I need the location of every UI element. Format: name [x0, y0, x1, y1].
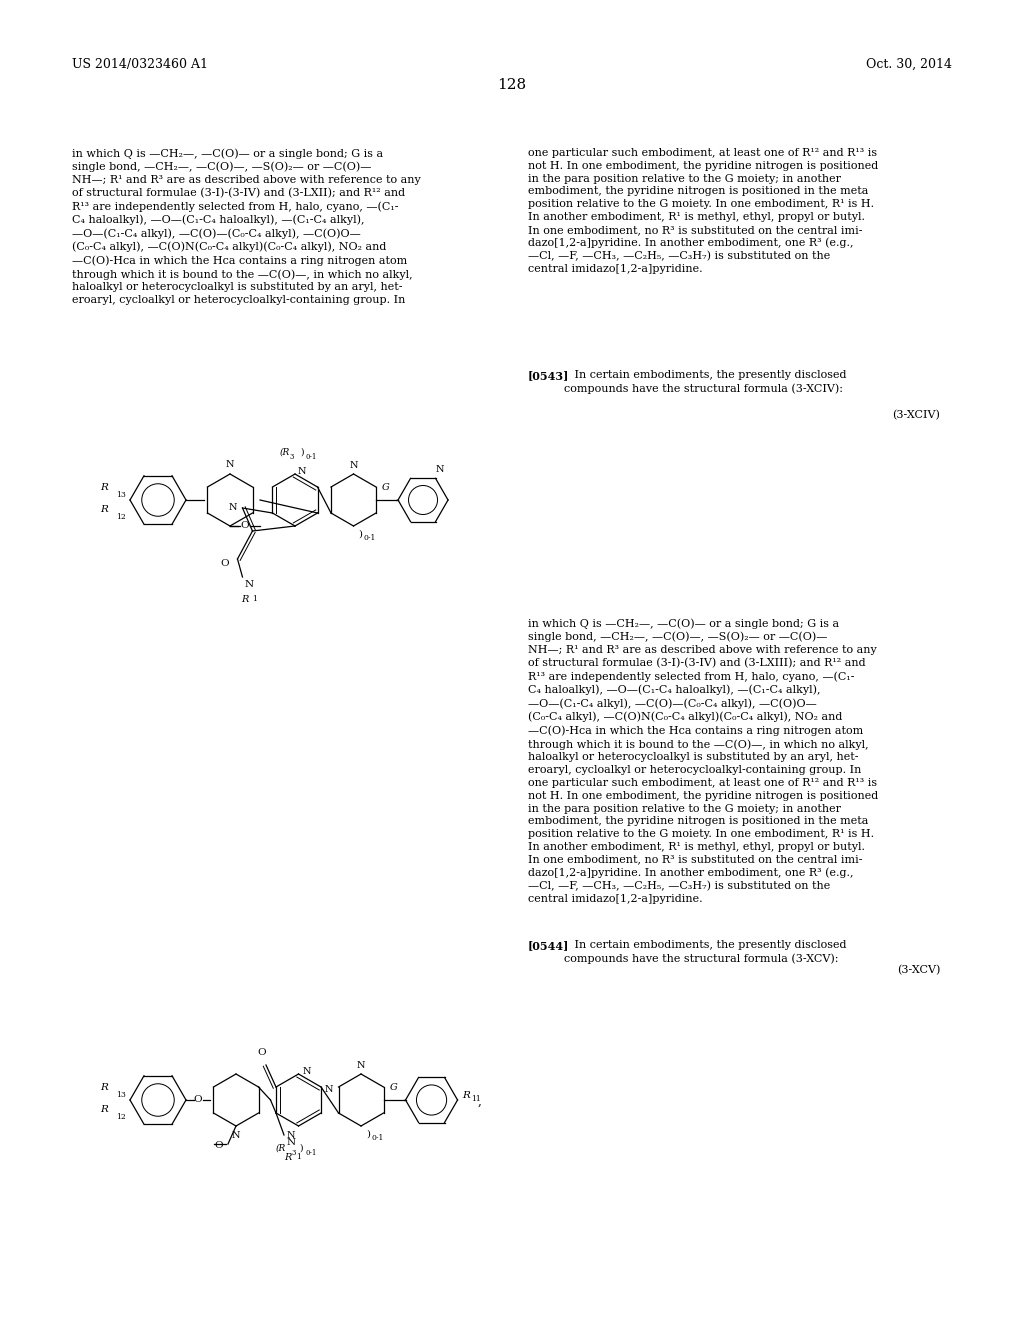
Text: G: G	[390, 1082, 397, 1092]
Text: [0543]: [0543]	[528, 370, 569, 381]
Text: N: N	[231, 1131, 241, 1140]
Text: one particular such embodiment, at least one of R¹² and R¹³ is
not H. In one emb: one particular such embodiment, at least…	[528, 148, 879, 275]
Text: R: R	[241, 595, 248, 605]
Text: N: N	[349, 461, 357, 470]
Text: In certain embodiments, the presently disclosed
compounds have the structural fo: In certain embodiments, the presently di…	[564, 940, 847, 964]
Text: 0-1: 0-1	[306, 453, 317, 461]
Text: ,: ,	[477, 1094, 481, 1107]
Text: 12: 12	[116, 1113, 126, 1121]
Text: N: N	[435, 466, 444, 474]
Text: in which Q is —CH₂—, —C(O)— or a single bond; G is a
single bond, —CH₂—, —C(O)—,: in which Q is —CH₂—, —C(O)— or a single …	[528, 618, 879, 904]
Text: O: O	[258, 1048, 266, 1057]
Text: R: R	[100, 506, 108, 515]
Text: O: O	[241, 521, 249, 531]
Text: (R: (R	[280, 447, 290, 457]
Text: O: O	[221, 560, 229, 569]
Text: 13: 13	[116, 1092, 126, 1100]
Text: ): )	[358, 529, 362, 539]
Text: N: N	[287, 1138, 296, 1147]
Text: O: O	[214, 1142, 223, 1151]
Text: N: N	[356, 1061, 366, 1071]
Text: N: N	[245, 579, 254, 589]
Text: 13: 13	[116, 491, 126, 499]
Text: 12: 12	[116, 513, 126, 521]
Text: O: O	[194, 1096, 203, 1105]
Text: 1: 1	[253, 595, 257, 603]
Text: N: N	[298, 467, 306, 477]
Text: N: N	[225, 459, 234, 469]
Text: G: G	[382, 483, 390, 492]
Text: 0-1: 0-1	[371, 1134, 383, 1142]
Text: 3: 3	[290, 453, 294, 461]
Text: ): )	[299, 1143, 303, 1152]
Text: (R: (R	[275, 1143, 286, 1152]
Text: N: N	[302, 1068, 311, 1077]
Text: ): )	[366, 1130, 370, 1138]
Text: 128: 128	[498, 78, 526, 92]
Text: (3-XCIV): (3-XCIV)	[892, 409, 940, 420]
Text: R: R	[285, 1152, 292, 1162]
Text: in which Q is —CH₂—, —C(O)— or a single bond; G is a
single bond, —CH₂—, —C(O)—,: in which Q is —CH₂—, —C(O)— or a single …	[72, 148, 421, 305]
Text: Oct. 30, 2014: Oct. 30, 2014	[866, 58, 952, 71]
Text: 0-1: 0-1	[364, 535, 376, 543]
Text: 0-1: 0-1	[305, 1148, 316, 1158]
Text: N: N	[325, 1085, 334, 1093]
Text: US 2014/0323460 A1: US 2014/0323460 A1	[72, 58, 208, 71]
Text: R: R	[463, 1090, 470, 1100]
Text: (3-XCV): (3-XCV)	[897, 965, 940, 975]
Text: R: R	[100, 1084, 108, 1093]
Text: R: R	[100, 1106, 108, 1114]
Text: 3: 3	[292, 1148, 296, 1158]
Text: ): )	[300, 447, 303, 457]
Text: [0544]: [0544]	[528, 940, 569, 950]
Text: In certain embodiments, the presently disclosed
compounds have the structural fo: In certain embodiments, the presently di…	[564, 370, 847, 393]
Text: N: N	[229, 503, 238, 512]
Text: 1: 1	[296, 1152, 301, 1162]
Text: N: N	[287, 1131, 296, 1140]
Text: R: R	[100, 483, 108, 492]
Text: 11: 11	[471, 1096, 481, 1104]
